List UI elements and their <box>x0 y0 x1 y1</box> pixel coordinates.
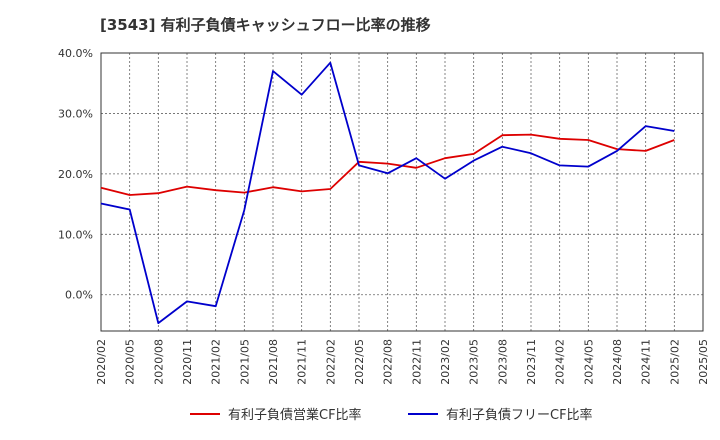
x-tick-label: 2022/05 <box>353 339 366 385</box>
legend-label-1: 有利子負債営業CF比率 <box>228 407 362 423</box>
y-tick-label: 30.0% <box>58 107 93 120</box>
x-tick-label: 2023/08 <box>496 339 509 385</box>
chart-title: [3543] 有利子負債キャッシュフロー比率の推移 <box>100 16 431 34</box>
x-tick-label: 2022/08 <box>382 339 395 385</box>
x-tick-label: 2022/02 <box>324 339 337 385</box>
x-tick-label: 2023/02 <box>439 339 452 385</box>
x-tick-label: 2023/05 <box>468 339 481 385</box>
x-tick-label: 2021/08 <box>267 339 280 385</box>
x-tick-label: 2020/08 <box>152 339 165 385</box>
x-tick-label: 2020/05 <box>124 339 137 385</box>
x-tick-label: 2023/11 <box>525 339 538 385</box>
x-tick-label: 2020/02 <box>95 339 108 385</box>
x-tick-label: 2020/11 <box>181 339 194 385</box>
y-tick-label: 10.0% <box>58 228 93 241</box>
plot-area <box>101 53 703 331</box>
x-tick-label: 2024/11 <box>640 339 653 385</box>
y-tick-label: 40.0% <box>58 47 93 60</box>
x-tick-label: 2025/05 <box>697 339 710 385</box>
x-tick-label: 2024/08 <box>611 339 624 385</box>
x-tick-label: 2025/02 <box>668 339 681 385</box>
plot-border <box>100 52 704 332</box>
series-line-2 <box>100 61 675 324</box>
y-tick-label: 20.0% <box>58 168 93 181</box>
x-tick-label: 2021/02 <box>210 339 223 385</box>
x-tick-label: 2024/02 <box>554 339 567 385</box>
x-tick-label: 2021/05 <box>238 339 251 385</box>
legend-label-2: 有利子負債フリーCF比率 <box>446 407 593 423</box>
series-line-1 <box>100 133 675 196</box>
x-tick-label: 2021/11 <box>296 339 309 385</box>
x-tick-label: 2022/11 <box>410 339 423 385</box>
x-tick-label: 2024/05 <box>582 339 595 385</box>
y-tick-label: 0.0% <box>65 289 93 302</box>
